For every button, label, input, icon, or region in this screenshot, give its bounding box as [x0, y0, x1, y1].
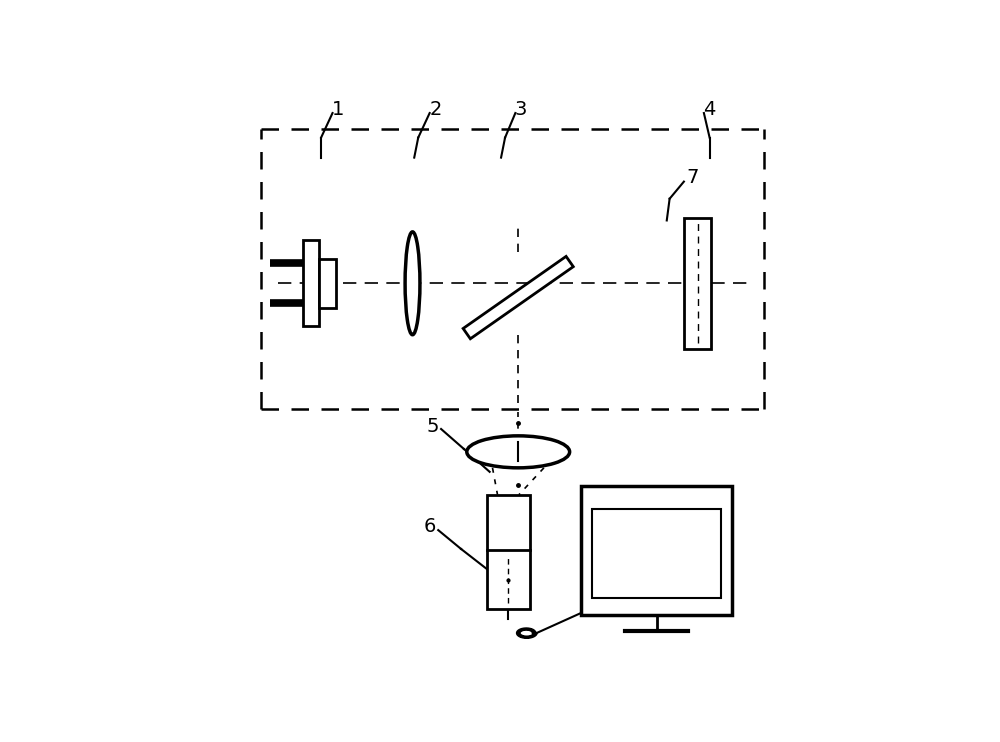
Polygon shape: [463, 257, 573, 339]
Bar: [684, 217, 711, 349]
Text: 5: 5: [426, 416, 439, 436]
Text: 6: 6: [423, 516, 436, 536]
Text: 4: 4: [703, 99, 716, 119]
Bar: [592, 509, 721, 597]
Text: 7: 7: [686, 168, 699, 187]
Text: 2: 2: [429, 99, 442, 119]
Bar: [581, 486, 732, 614]
Bar: [303, 240, 319, 326]
Ellipse shape: [405, 232, 420, 335]
Bar: [319, 259, 336, 308]
Ellipse shape: [467, 436, 570, 468]
Text: 3: 3: [515, 99, 527, 119]
Text: 1: 1: [332, 99, 344, 119]
Bar: [487, 495, 530, 609]
